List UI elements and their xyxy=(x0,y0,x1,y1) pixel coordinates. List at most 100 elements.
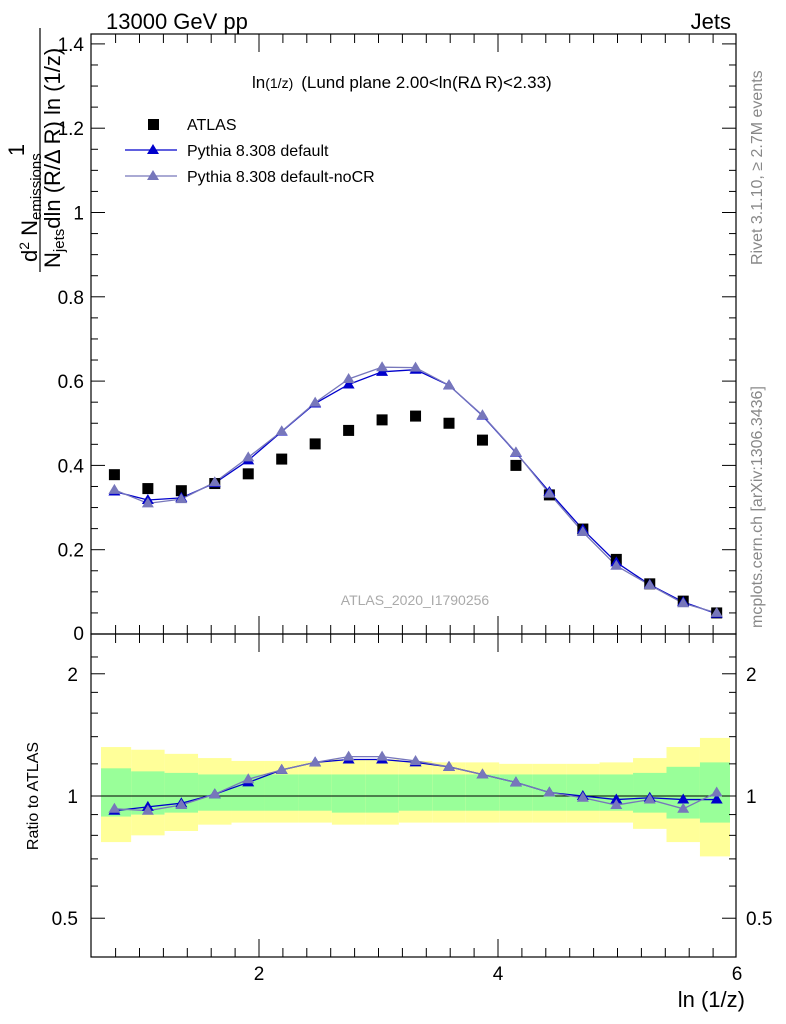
ylabel-top-sup: 2 xyxy=(16,242,32,250)
stat-uncertainty-band xyxy=(398,774,433,811)
series-line-2 xyxy=(114,366,717,614)
ylabel-bot-a: N xyxy=(40,252,65,268)
ratio-series-1-point xyxy=(309,756,322,767)
ratio-series-1-point xyxy=(576,791,589,802)
y-tick-label-ratio-right: 1 xyxy=(746,787,757,808)
ratio-markers xyxy=(108,750,723,815)
ratio-series-1-point xyxy=(677,802,690,813)
y-tick-label-main: 1.2 xyxy=(58,119,84,140)
watermark: ATLAS_2020_I1790256 xyxy=(341,592,490,608)
y-tick-label-main: 0.4 xyxy=(58,456,85,477)
ratio-series-1-point xyxy=(443,760,456,771)
series-line-1 xyxy=(114,369,717,615)
y-tick-label-ratio-right: 0.5 xyxy=(746,909,772,930)
main-markers xyxy=(108,361,723,619)
atlas-point xyxy=(510,459,522,471)
stat-uncertainty-band xyxy=(331,774,366,813)
header-left: 13000 GeV pp xyxy=(106,9,248,34)
main-curves xyxy=(114,366,717,615)
series-2-point xyxy=(242,451,255,462)
series-2-point xyxy=(342,372,355,383)
ratio-ylabel: Ratio to ATLAS xyxy=(25,742,42,850)
main-axis-ticks: 0.2 0.4 0.6 0.8 1 1.2 1.4 0 xyxy=(58,34,736,645)
xlabel: ln (1/z) xyxy=(678,987,745,1012)
ratio-series-1-point xyxy=(409,754,422,765)
ylabel-one: 1 xyxy=(4,144,29,156)
ylabel-top-sub: emissions xyxy=(28,153,45,220)
atlas-point xyxy=(376,414,388,426)
atlas-point xyxy=(108,469,120,481)
legend-marker-atlas xyxy=(148,119,159,130)
ylabel-bot-sub: jets xyxy=(51,229,68,253)
series-2-point xyxy=(576,525,589,536)
series-2-point xyxy=(643,579,656,590)
ratio-series-0-point xyxy=(610,793,623,804)
series-2-point xyxy=(141,497,154,508)
series-2-point xyxy=(610,559,623,570)
y-tick-label-ratio: 2 xyxy=(67,665,78,686)
ratio-frame xyxy=(90,633,737,958)
atlas-point xyxy=(175,485,187,497)
series-2-point xyxy=(108,483,121,494)
ylabel-denominator: Njetsdln (R/Δ R) ln (1/z) xyxy=(40,48,68,268)
y-tick-label-main: 0.8 xyxy=(58,288,84,309)
stat-uncertainty-band xyxy=(298,774,332,811)
main-title: ln(1/z) (Lund plane 2.00<ln(RΔ R)<2.33) xyxy=(252,73,552,92)
legend-label-default: Pythia 8.308 default xyxy=(187,143,329,160)
ylabel-top-a: d xyxy=(17,250,42,262)
x-tick-label: 6 xyxy=(732,964,743,985)
y-tick-label-main: 1 xyxy=(73,204,84,225)
legend-label-nocr: Pythia 8.308 default-noCR xyxy=(187,169,375,186)
series-2-point xyxy=(275,425,288,436)
stat-uncertainty-band xyxy=(264,774,299,811)
series-2-point xyxy=(208,476,221,487)
ratio-series-1-point xyxy=(275,763,288,774)
atlas-point xyxy=(276,453,288,465)
atlas-point xyxy=(142,483,154,495)
y-tick-label-ratio: 0.5 xyxy=(52,909,78,930)
y-tick-label-main: 0.2 xyxy=(58,541,84,562)
stat-uncertainty-band xyxy=(432,774,466,811)
y-tick-label-main: 0.6 xyxy=(58,372,84,393)
ratio-series-1-point xyxy=(175,799,188,810)
series-2-point xyxy=(509,446,522,457)
ylabel-top-b: N xyxy=(17,220,42,242)
ratio-panel: 0.5 0.5 1 1 2 2 2 4 6 Ratio to ATLAS ln (1/z) xyxy=(25,633,772,1012)
atlas-point xyxy=(242,468,254,480)
atlas-point xyxy=(343,424,355,436)
atlas-point xyxy=(410,410,422,422)
y-tick-label-main-zero: 0 xyxy=(73,624,84,645)
stat-uncertainty-band xyxy=(465,774,500,811)
rivet-label: Rivet 3.1.10, ≥ 2.7M events xyxy=(749,70,766,265)
main-title-main: ln xyxy=(252,73,265,92)
ratio-series-1-point xyxy=(108,802,121,813)
ratio-series-1-point xyxy=(208,788,221,799)
ratio-series-1-point xyxy=(509,776,522,787)
ratio-series-1-point xyxy=(610,799,623,810)
series-2-point xyxy=(543,487,556,498)
ratio-series-1-point xyxy=(710,786,723,797)
mcplots-label: mcplots.cern.ch [arXiv:1306.3436] xyxy=(749,386,766,628)
ratio-series-1-point xyxy=(543,786,556,797)
ratio-series-1-point xyxy=(342,750,355,761)
legend: ATLAS Pythia 8.308 default Pythia 8.308 … xyxy=(125,117,375,186)
series-2-point xyxy=(443,379,456,390)
main-title-rest: (Lund plane 2.00<ln(RΔ R)<2.33) xyxy=(301,73,551,92)
ratio-series-1-point xyxy=(643,793,656,804)
x-tick-label: 2 xyxy=(254,964,265,985)
series-2-point xyxy=(476,409,489,420)
series-2-point xyxy=(677,597,690,608)
main-title-sub: (1/z) xyxy=(265,75,293,91)
stat-uncertainty-band xyxy=(365,774,399,813)
y-tick-label-main: 1.4 xyxy=(58,35,85,56)
atlas-point xyxy=(309,438,321,450)
series-2-point xyxy=(309,396,322,407)
legend-marker-nocr xyxy=(147,170,159,180)
main-ylabel: 1 d2 Nemissions Njetsdln (R/Δ R) ln (1/z… xyxy=(4,28,68,272)
series-2-point xyxy=(710,606,723,617)
ratio-series-0-point xyxy=(677,793,690,804)
header-right: Jets xyxy=(691,9,731,34)
series-1-point xyxy=(342,378,355,389)
ylabel-bot-b: dln (R/Δ R) ln (1/z) xyxy=(40,48,65,229)
